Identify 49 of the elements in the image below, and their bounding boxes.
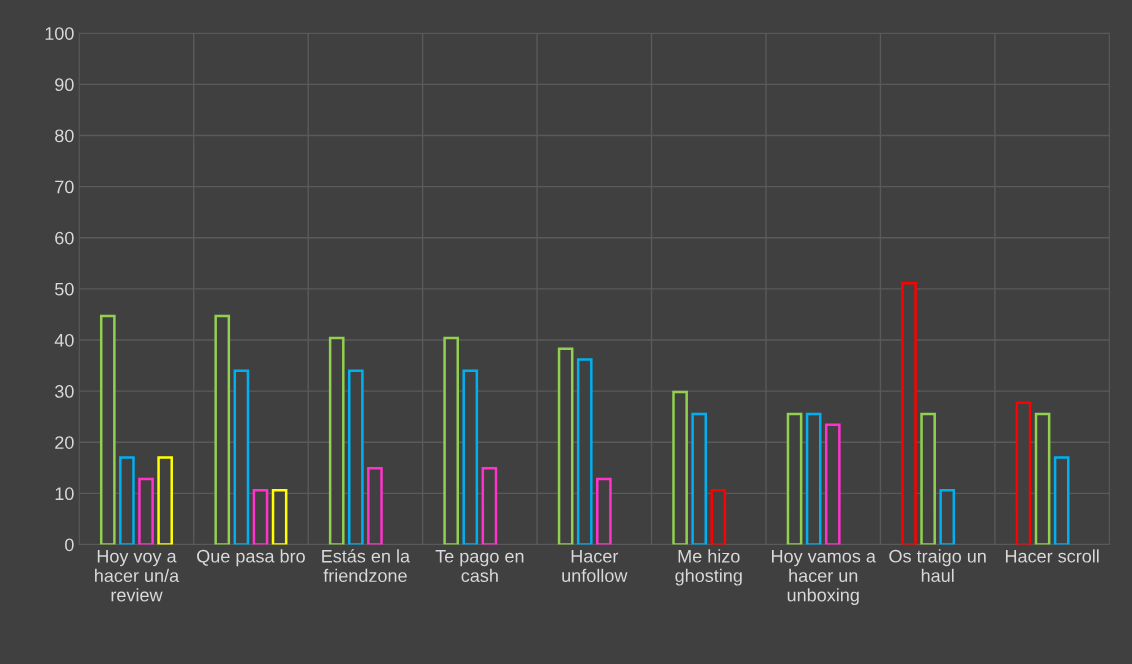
bar — [901, 281, 917, 545]
bar — [557, 347, 574, 545]
y-tick-label: 70 — [55, 180, 74, 194]
x-tick-label: Os traigo un haul — [889, 549, 986, 583]
x-tick-label: Hoy vamos a hacer un unboxing — [772, 550, 876, 606]
bar — [691, 412, 708, 545]
y-tick-label: 50 — [55, 282, 74, 296]
y-tick-label: 0 — [65, 538, 74, 552]
y-tick-label: 60 — [55, 231, 74, 245]
y-tick-label: 30 — [54, 385, 74, 398]
bar — [443, 336, 459, 545]
bar — [1034, 412, 1051, 545]
y-tick-label: 20 — [55, 436, 74, 449]
bar — [233, 369, 250, 545]
bar — [348, 369, 364, 545]
bar — [214, 314, 231, 545]
x-tick-label: Que pasa bro — [197, 549, 305, 567]
bar — [786, 412, 803, 545]
bar — [119, 456, 135, 545]
bar — [1015, 401, 1032, 545]
bar — [710, 489, 727, 545]
x-tick-label: Me hizo ghosting — [675, 549, 742, 586]
bar — [481, 467, 498, 545]
y-tick-label: 100 — [45, 27, 74, 40]
y-tick-label: 10 — [55, 487, 74, 501]
bar — [252, 489, 269, 545]
x-tick-label: Hoy voy a hacer un/a review — [95, 550, 180, 602]
y-tick-label: 90 — [55, 78, 74, 92]
x-tick-label: Estás en la friendzone — [322, 549, 411, 583]
bar — [805, 412, 822, 545]
bar — [939, 489, 956, 545]
bar — [576, 358, 593, 545]
bar — [920, 412, 936, 545]
y-tick-label: 80 — [55, 129, 74, 143]
bar — [672, 390, 688, 545]
y-tick-label: 40 — [54, 333, 74, 347]
bar — [824, 423, 841, 545]
bar — [328, 336, 345, 545]
bar — [157, 456, 173, 545]
x-tick-label: Hacer scroll — [1005, 549, 1099, 563]
bar — [138, 477, 154, 545]
bar — [271, 489, 288, 545]
bar — [367, 467, 383, 545]
bar — [596, 477, 612, 545]
bar — [1053, 456, 1070, 545]
x-tick-label: Hacer unfollow — [562, 550, 628, 583]
bar — [462, 369, 479, 545]
x-tick-label: Te pago en cash — [435, 550, 524, 583]
bar — [99, 314, 116, 545]
